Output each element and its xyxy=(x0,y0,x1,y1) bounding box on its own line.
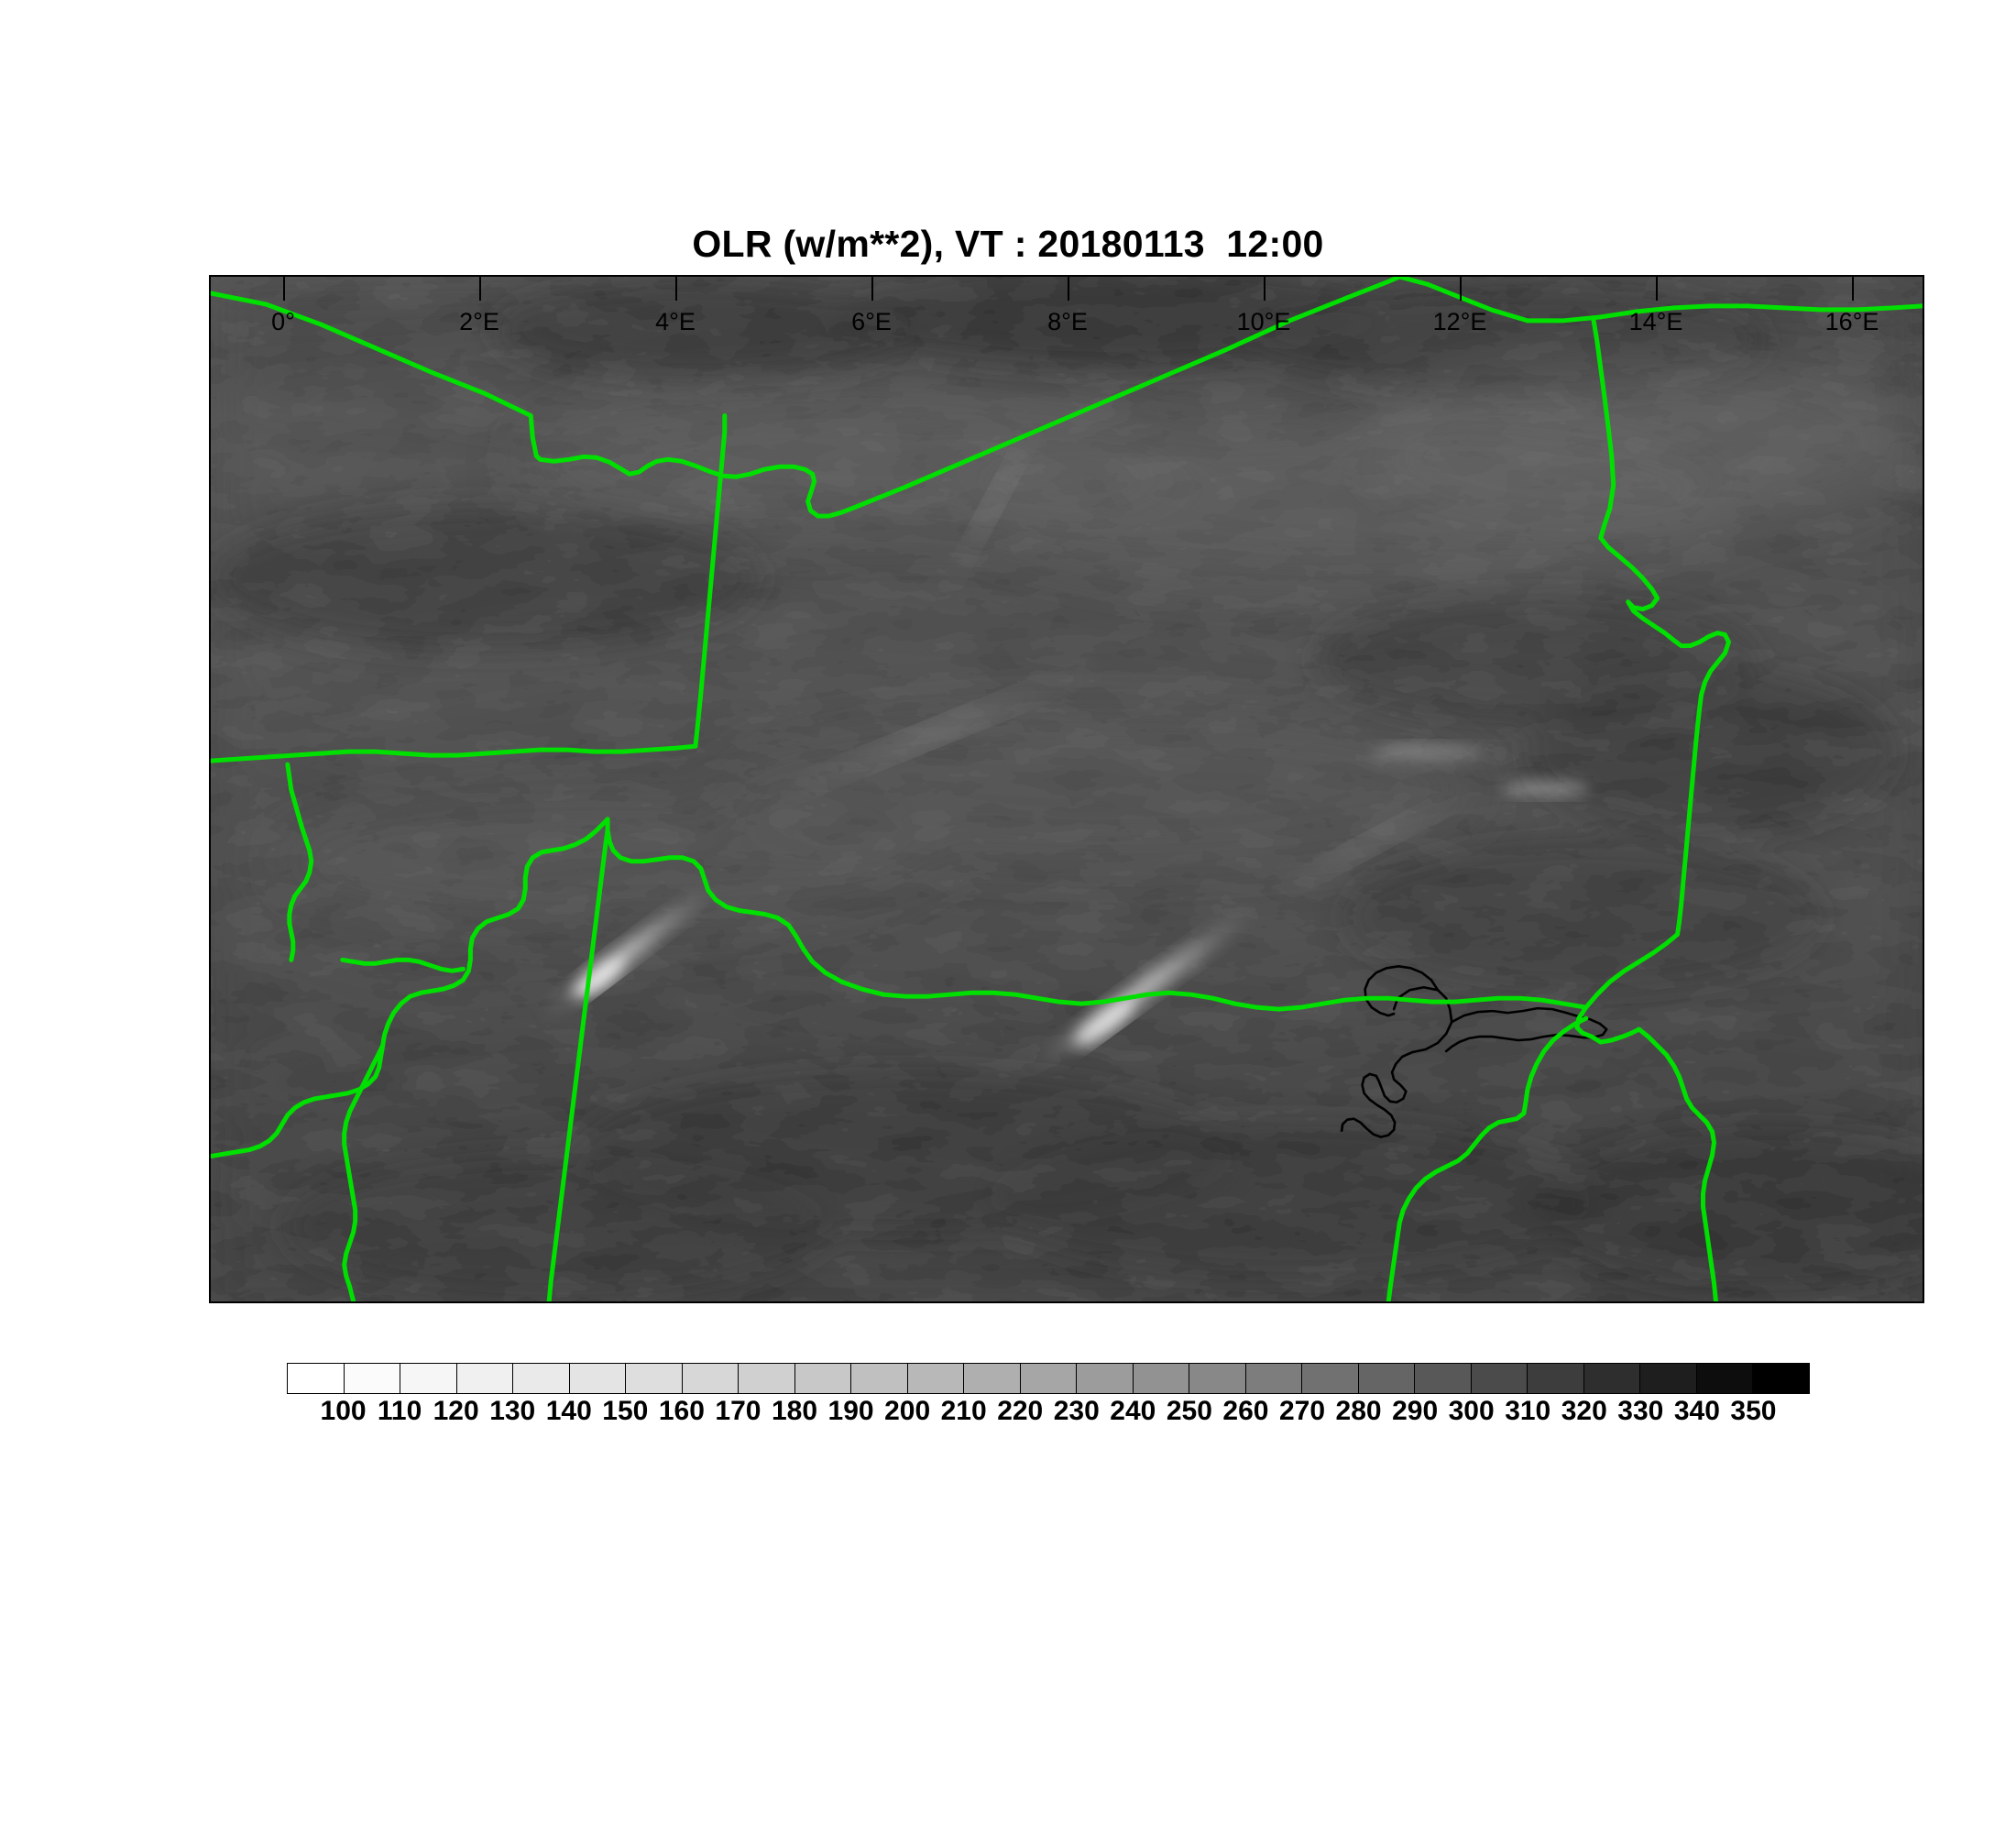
colorbar-tick: 240 xyxy=(1110,1396,1156,1426)
x-tick-mark xyxy=(479,277,481,301)
border-nigeria-chad-lake xyxy=(1386,1015,1589,1301)
border-niger-nigeria-west xyxy=(693,412,728,749)
cloud-streak-group xyxy=(538,420,1590,1071)
x-tick-label: 16°E xyxy=(1824,308,1879,335)
x-tick-label: 12°E xyxy=(1432,308,1487,335)
border-niger-libya xyxy=(851,277,1402,510)
border-burkina-benin xyxy=(342,1043,386,1301)
colorbar-tick: 130 xyxy=(489,1396,536,1426)
x-tick-mark xyxy=(1852,277,1854,301)
map-plot-area[interactable]: 22°N 20°N 18°N 16°N 14°N 12°N xyxy=(209,275,1924,1303)
colorbar-cell xyxy=(1696,1364,1754,1393)
x-tick-mark xyxy=(283,277,285,301)
border-spur-southwest xyxy=(340,957,466,973)
country-borders-svg xyxy=(211,277,1923,1301)
x-tick-mark xyxy=(1460,277,1462,301)
colorbar-cell xyxy=(344,1364,401,1393)
border-mali-burkina xyxy=(285,762,314,962)
colorbar-tick: 210 xyxy=(940,1396,987,1426)
country-borders-layer xyxy=(211,277,1923,1301)
colorbar-tick: 200 xyxy=(884,1396,931,1426)
colorbar-cell xyxy=(1528,1364,1584,1393)
colorbar-tick: 280 xyxy=(1335,1396,1382,1426)
border-mali-niger xyxy=(211,743,698,763)
border-niger-benin xyxy=(211,817,610,1159)
colorbar-cell xyxy=(1471,1364,1528,1393)
colorbar-cell xyxy=(682,1364,740,1393)
colorbar-cell xyxy=(739,1364,795,1393)
colorbar-tick: 170 xyxy=(715,1396,761,1426)
colorbar-cell xyxy=(1077,1364,1134,1393)
colorbar-tick: 310 xyxy=(1505,1396,1551,1426)
border-lakechad-connector xyxy=(1598,1026,1642,1045)
colorbar-cell xyxy=(1020,1364,1078,1393)
colorbar-tick: 260 xyxy=(1222,1396,1269,1426)
colorbar-cell xyxy=(456,1364,514,1393)
colorbar-cell xyxy=(1358,1364,1416,1393)
colorbar-cell xyxy=(851,1364,908,1393)
colorbar-cell xyxy=(794,1364,852,1393)
border-algeria-niger xyxy=(211,291,856,519)
olr-raster-svg xyxy=(211,277,1923,1301)
colorbar-tick: 270 xyxy=(1278,1396,1326,1426)
colorbar-tick: 230 xyxy=(1053,1396,1100,1426)
border-niger-chad xyxy=(1591,316,1731,937)
colorbar-cell xyxy=(1245,1364,1303,1393)
olr-raster-layer xyxy=(211,277,1923,1301)
colorbar-tick: 250 xyxy=(1166,1396,1212,1426)
border-libya-chad-top xyxy=(1397,277,1923,324)
border-niger-nigeria xyxy=(605,817,1589,1012)
colorbar-tick: 180 xyxy=(771,1396,818,1426)
colorbar-cell xyxy=(964,1364,1021,1393)
colorbar-tick: 290 xyxy=(1392,1396,1439,1426)
colorbar-gradient[interactable] xyxy=(287,1363,1810,1394)
colorbar-cell xyxy=(288,1364,345,1393)
colorbar-cell xyxy=(1133,1364,1190,1393)
colorbar-tick: 330 xyxy=(1617,1396,1664,1426)
colorbar-cell xyxy=(1753,1364,1809,1393)
x-tick-mark xyxy=(675,277,677,301)
x-tick-mark xyxy=(1068,277,1069,301)
x-tick-label: 4°E xyxy=(655,308,696,335)
colorbar-tick: 190 xyxy=(827,1396,874,1426)
colorbar-cell xyxy=(907,1364,965,1393)
colorbar-cell xyxy=(400,1364,457,1393)
colorbar-cell xyxy=(626,1364,683,1393)
x-tick-label: 10°E xyxy=(1236,308,1291,335)
colorbar-cell xyxy=(1583,1364,1641,1393)
colorbar-tick: 100 xyxy=(320,1396,367,1426)
colorbar-tick: 300 xyxy=(1448,1396,1495,1426)
colorbar-cell xyxy=(1415,1364,1472,1393)
colorbar-cell xyxy=(1302,1364,1359,1393)
x-tick-label: 2°E xyxy=(459,308,499,335)
x-tick-label: 0° xyxy=(271,308,295,335)
colorbar-tick: 350 xyxy=(1730,1396,1777,1426)
x-tick-label: 6°E xyxy=(851,308,892,335)
lake-chad-outline xyxy=(1340,965,1608,1138)
page-title: OLR (w/m**2), VT : 20180113 12:00 xyxy=(692,223,1324,265)
colorbar-tick: 220 xyxy=(997,1396,1044,1426)
colorbar-cell xyxy=(1640,1364,1697,1393)
border-benin-nigeria xyxy=(546,828,610,1301)
colorbar-tick: 120 xyxy=(433,1396,479,1426)
colorbar-cell xyxy=(569,1364,627,1393)
colorbar[interactable]: 100 110 120 130 140 150 160 170 180 190 200 210 220 2… xyxy=(287,1363,1810,1426)
border-nigeria-cameroon xyxy=(1637,1026,1718,1301)
x-tick-mark xyxy=(1656,277,1658,301)
colorbar-tick: 110 xyxy=(377,1396,422,1426)
colorbar-tick: 320 xyxy=(1561,1396,1607,1426)
x-tick-mark xyxy=(1264,277,1265,301)
colorbar-cell xyxy=(1189,1364,1246,1393)
border-chad-cameroon xyxy=(1574,931,1681,1045)
colorbar-cell xyxy=(513,1364,570,1393)
colorbar-tick: 150 xyxy=(602,1396,649,1426)
colorbar-tick: 340 xyxy=(1673,1396,1720,1426)
x-tick-label: 14°E xyxy=(1628,308,1683,335)
colorbar-tick: 160 xyxy=(658,1396,705,1426)
coastline-layer xyxy=(211,277,1923,1301)
x-tick-mark xyxy=(871,277,873,301)
x-tick-label: 8°E xyxy=(1047,308,1088,335)
colorbar-tick: 140 xyxy=(545,1396,592,1426)
